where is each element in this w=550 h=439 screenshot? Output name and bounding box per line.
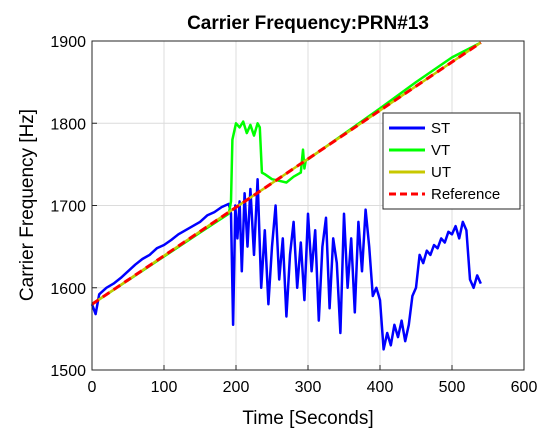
series-line-st [90, 177, 482, 351]
plot-area [90, 41, 482, 351]
x-tick-label: 300 [295, 379, 322, 396]
legend-label: Reference [431, 186, 500, 203]
legend-label: UT [431, 164, 451, 181]
x-axis: 0 100 200 300 400 500 600 [88, 365, 538, 396]
y-tick-label: 1800 [50, 116, 86, 133]
y-axis-label: Carrier Frequency [Hz] [17, 109, 38, 301]
legend-label: VT [431, 142, 450, 159]
legend-label: ST [431, 120, 450, 137]
x-tick-label: 200 [223, 379, 250, 396]
chart-title: Carrier Frequency:PRN#13 [187, 13, 429, 34]
x-axis-label: Time [Seconds] [242, 408, 373, 429]
x-tick-label: 600 [511, 379, 538, 396]
y-tick-label: 1500 [50, 363, 86, 380]
x-tick-label: 100 [151, 379, 178, 396]
series-line-reference [91, 41, 482, 306]
x-tick-label: 400 [367, 379, 394, 396]
x-tick-label: 500 [439, 379, 466, 396]
y-tick-label: 1700 [50, 199, 86, 216]
y-axis: 1500 1600 1700 1800 1900 [50, 34, 97, 380]
y-tick-label: 1900 [50, 34, 86, 51]
y-tick-label: 1600 [50, 281, 86, 298]
legend: ST VT UT Reference [382, 112, 521, 210]
x-tick-label: 0 [88, 379, 97, 396]
